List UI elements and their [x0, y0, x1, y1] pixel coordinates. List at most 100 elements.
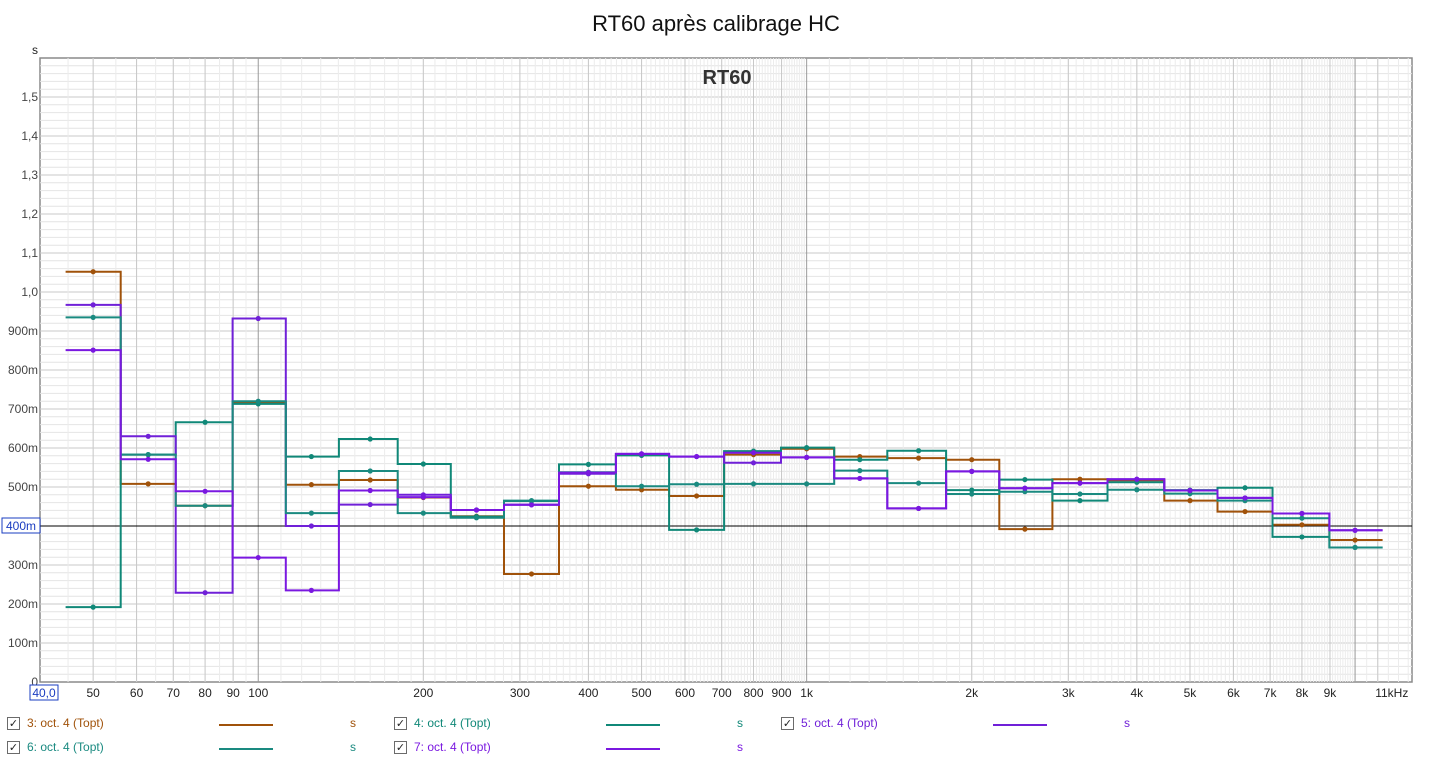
legend-label-4: 4: oct. 4 (Topt) [414, 716, 491, 730]
x-tick-label: 6k [1227, 686, 1241, 700]
data-point [1022, 485, 1028, 491]
legend-swatch-6 [219, 748, 273, 750]
y-tick-label: 700m [8, 402, 38, 416]
data-point [308, 482, 314, 488]
legend-unit-3: s [350, 716, 356, 730]
data-point [308, 523, 314, 529]
data-point [750, 450, 757, 456]
data-point [420, 461, 426, 467]
data-point [915, 455, 922, 461]
legend-checkbox-6[interactable]: ✓ [7, 741, 20, 754]
legend-swatch-4 [606, 724, 660, 726]
data-point [1299, 522, 1305, 528]
legend-swatch-5 [993, 724, 1047, 726]
data-point [528, 498, 535, 504]
x-tick-label: 7k [1264, 686, 1278, 700]
data-point [1242, 485, 1248, 491]
data-point [750, 460, 757, 466]
data-point [1077, 476, 1083, 482]
data-point [473, 515, 480, 521]
legend-checkbox-4[interactable]: ✓ [394, 717, 407, 730]
legend-checkbox-7[interactable]: ✓ [394, 741, 407, 754]
legend-unit-6: s [350, 740, 356, 754]
data-point [528, 502, 535, 508]
data-point [1134, 476, 1140, 482]
data-point [1242, 495, 1248, 501]
legend-unit-4: s [737, 716, 743, 730]
data-point [473, 507, 480, 513]
x-tick-label: 4k [1130, 686, 1144, 700]
x-tick-label: 90 [226, 686, 240, 700]
data-point [585, 461, 592, 467]
y-tick-label: 500m [8, 480, 38, 494]
x-tick-label: 200 [413, 686, 433, 700]
data-point [1187, 487, 1193, 494]
x-tick-label: 9k [1324, 686, 1338, 700]
y-tick-label: 900m [8, 324, 38, 338]
x-tick-label: 50 [86, 686, 100, 700]
data-point [1352, 544, 1358, 551]
data-point [367, 468, 373, 474]
data-point [420, 494, 426, 500]
x-tick-label: 11kHz [1375, 686, 1408, 700]
data-point [804, 481, 810, 487]
rt60-chart: RT60 après calibrage HC s RT60 400m 0 100… [1, 11, 1413, 701]
legend-checkbox-3[interactable]: ✓ [7, 717, 20, 730]
data-point [1299, 510, 1305, 517]
y-tick-label: 300m [8, 558, 38, 572]
data-point [255, 554, 261, 561]
data-point [367, 477, 373, 483]
data-point [585, 469, 592, 476]
legend-swatch-7 [606, 748, 660, 750]
data-point [1299, 534, 1305, 540]
x-tick-label: 600 [675, 686, 695, 700]
legend-swatch-3 [219, 724, 273, 726]
data-point [420, 510, 426, 516]
legend-checkbox-5[interactable]: ✓ [781, 717, 794, 730]
data-point [145, 452, 151, 458]
y-tick-label: 200m [8, 597, 38, 611]
data-point [857, 457, 863, 463]
data-point [1242, 508, 1248, 515]
data-point [90, 347, 96, 353]
legend-item-5[interactable]: ✓ 5: oct. 4 (Topt) s [781, 714, 1161, 736]
data-point [969, 491, 975, 497]
data-point [694, 493, 700, 499]
data-point [804, 445, 810, 451]
data-point [694, 481, 700, 487]
x-tick-label: 2k [965, 686, 979, 700]
legend-unit-5: s [1124, 716, 1130, 730]
data-point [1299, 515, 1305, 521]
data-point [1022, 476, 1028, 483]
x-tick-label: 1k [800, 686, 814, 700]
data-point [1187, 498, 1193, 504]
x-tick-label: 8k [1296, 686, 1310, 700]
data-point [969, 457, 975, 463]
data-point [1077, 498, 1083, 504]
cursor-readout-label: 400m [6, 519, 36, 533]
data-point [202, 419, 208, 425]
y-tick-label: 1,2 [21, 207, 38, 221]
legend-item-7[interactable]: ✓ 7: oct. 4 (Topt) s [394, 738, 774, 760]
data-point [308, 587, 314, 593]
y-tick-label: 600m [8, 441, 38, 455]
data-point [528, 571, 535, 577]
legend-item-3[interactable]: ✓ 3: oct. 4 (Topt) s [7, 714, 387, 736]
x-tick-label: 70 [167, 686, 181, 700]
legend-label-5: 5: oct. 4 (Topt) [801, 716, 878, 730]
data-point [1352, 527, 1358, 533]
y-tick-label: 800m [8, 363, 38, 377]
data-point [969, 487, 975, 493]
data-point [1077, 491, 1083, 497]
data-point [202, 503, 208, 509]
legend-item-6[interactable]: ✓ 6: oct. 4 (Topt) s [7, 738, 387, 760]
data-point [202, 488, 208, 494]
data-point [694, 527, 700, 533]
data-point [638, 451, 645, 457]
legend-label-6: 6: oct. 4 (Topt) [27, 740, 104, 754]
x-tick-label: 400 [578, 686, 598, 700]
legend-item-4[interactable]: ✓ 4: oct. 4 (Topt) s [394, 714, 774, 736]
data-point [750, 481, 757, 487]
legend-row-1: ✓ 3: oct. 4 (Topt) s ✓ 4: oct. 4 (Topt) … [0, 714, 1433, 736]
data-point [90, 269, 96, 275]
